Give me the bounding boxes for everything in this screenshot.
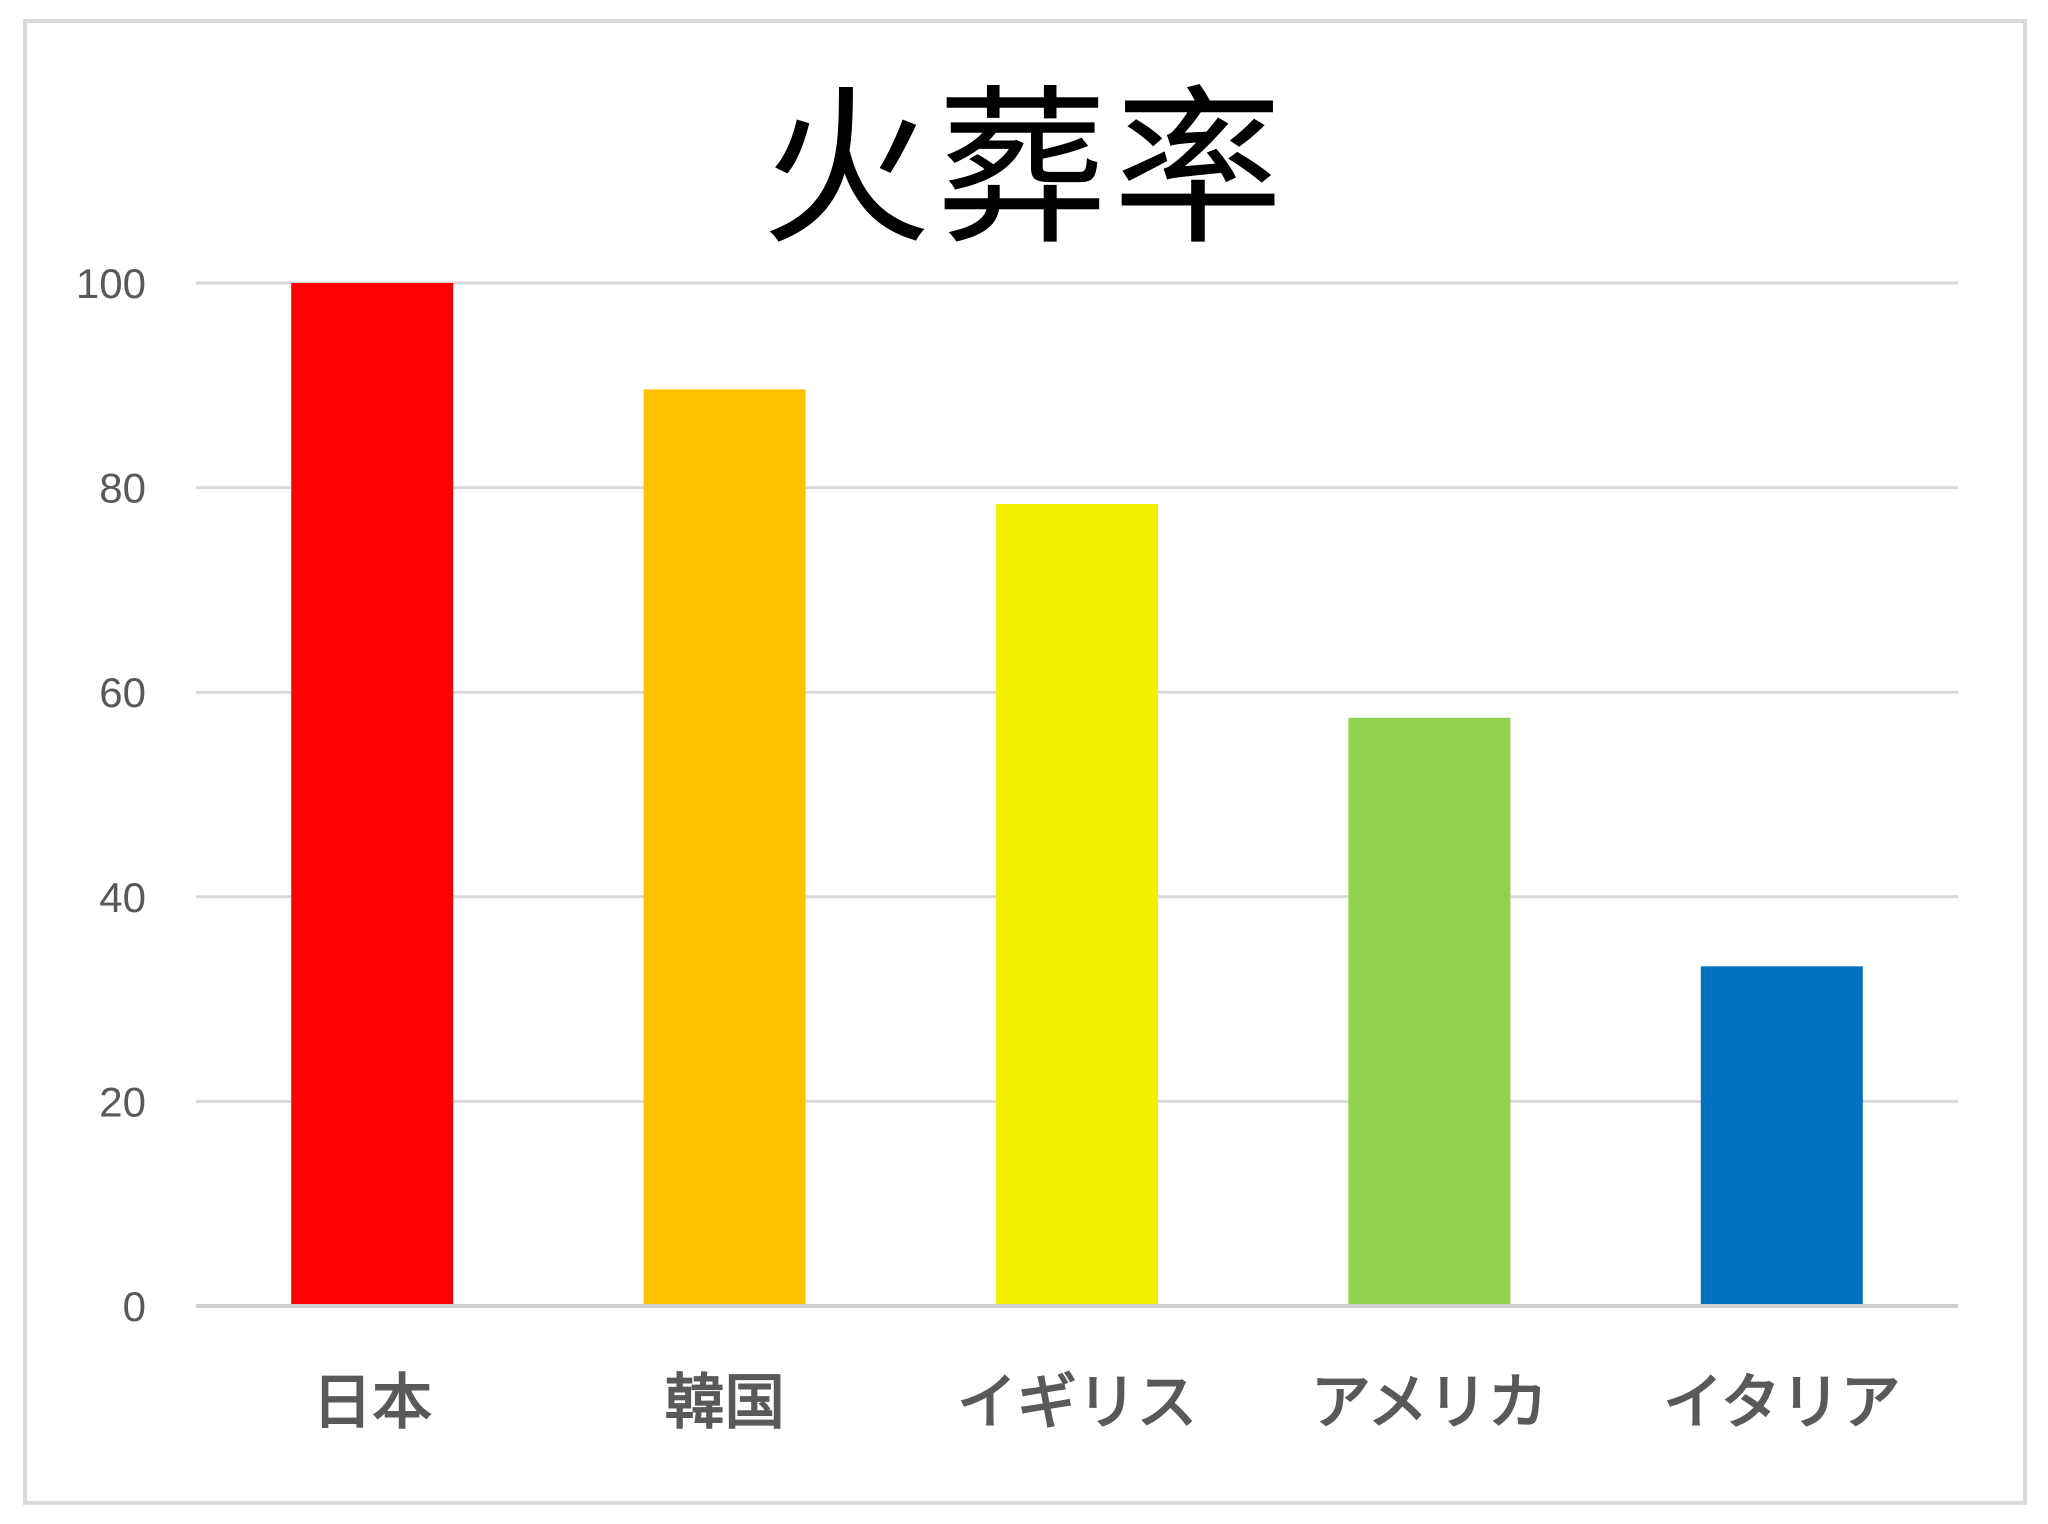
x-category-label: 韓国 — [665, 1368, 785, 1438]
x-category-label: アメリカ — [1311, 1368, 1548, 1438]
bar — [996, 503, 1158, 1304]
y-tick-label: 100 — [76, 260, 146, 307]
y-tick-label: 0 — [123, 1283, 146, 1330]
bar — [643, 389, 806, 1305]
chart-title: 火葬率 — [760, 60, 1290, 280]
y-tick-label: 20 — [99, 1078, 146, 1125]
x-category-label: 日本 — [312, 1368, 432, 1438]
y-tick-label: 40 — [99, 874, 146, 921]
y-axis-ticks: 0 20 40 60 80 100 — [76, 260, 146, 1330]
y-tick-label: 80 — [99, 465, 146, 512]
bars — [291, 283, 1863, 1305]
x-axis-labels: 日本 韓国 イギリス アメリカ イタリア — [312, 1368, 1900, 1438]
bar — [291, 283, 454, 1304]
bar — [1348, 717, 1511, 1304]
x-category-label: イタリア — [1663, 1368, 1901, 1438]
bar — [1700, 966, 1863, 1304]
x-category-label: イギリス — [957, 1368, 1197, 1438]
gridlines — [196, 281, 1958, 1308]
y-tick-label: 60 — [99, 669, 146, 716]
